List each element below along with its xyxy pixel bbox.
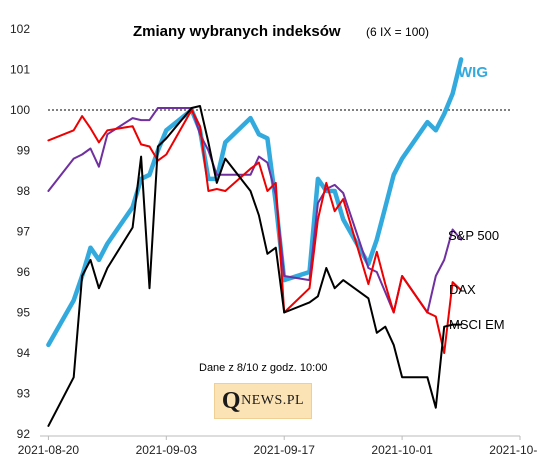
chart-title-sub: (6 IX = 100)	[366, 25, 429, 39]
series-line-dax	[47, 109, 463, 354]
y-tick-label: 95	[17, 306, 31, 320]
chart-title: Zmiany wybranych indeksów (6 IX = 100)	[133, 23, 429, 40]
x-tick-label: 2021-10-15	[489, 443, 537, 457]
logo-rest: NEWS.PL	[241, 393, 305, 408]
x-tick-label: 2021-09-03	[136, 443, 198, 457]
x-tick-label: 2021-08-20	[18, 443, 80, 457]
label-sp500: S&P 500	[448, 228, 499, 243]
label-dax: DAX	[449, 282, 476, 297]
y-tick-label: 97	[17, 225, 31, 239]
y-tick-label: 102	[10, 22, 30, 36]
series-group	[46, 57, 464, 427]
y-tick-label: 99	[17, 144, 31, 158]
logo-q: Q	[221, 387, 242, 414]
chart-title-main: Zmiany wybranych indeksów	[133, 23, 341, 40]
x-tick-label: 2021-10-01	[371, 443, 433, 457]
label-msci-em: MSCI EM	[449, 317, 505, 332]
y-tick-label: 93	[17, 387, 31, 401]
qnews-logo: Q NEWS.PL	[214, 383, 312, 419]
y-tick-label: 96	[17, 265, 31, 279]
data-note: Dane z 8/10 z godz. 10:00	[199, 362, 327, 374]
y-tick-label: 94	[17, 346, 31, 360]
series-line-wig	[46, 57, 464, 348]
label-wig: WIG	[458, 64, 488, 81]
x-axis: 2021-08-20 2021-09-03 2021-09-17 2021-10-01…	[18, 435, 537, 457]
y-tick-label: 100	[10, 103, 30, 117]
series-line-s-p-500	[47, 107, 463, 314]
y-tick-label: 98	[17, 184, 31, 198]
x-tick-label: 2021-09-17	[254, 443, 316, 457]
y-tick-label: 101	[10, 63, 30, 77]
series-labels: WIG S&P 500 DAX MSCI EM	[448, 64, 505, 332]
y-axis: 92 93 94 95 96 97 98 99 100 101 102	[10, 22, 30, 441]
series-line-msci-em	[47, 105, 463, 427]
y-tick-label: 92	[17, 427, 31, 441]
